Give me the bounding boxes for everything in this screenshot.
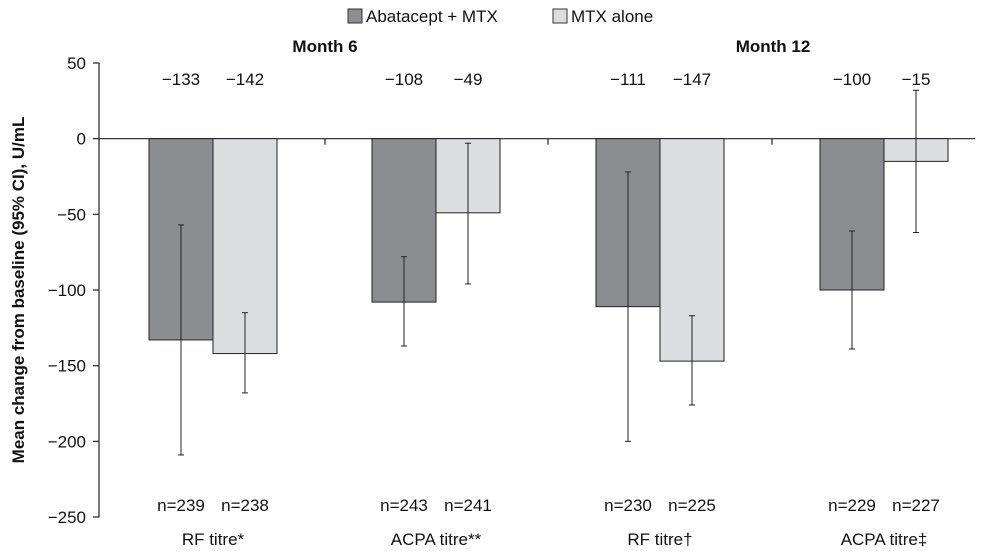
value-label: −147: [673, 70, 711, 89]
chart-marks: −133 n=239 −142 n=238 RF titre* −108 n=243 −49 n…: [148, 70, 949, 549]
n-label: n=241: [444, 496, 492, 515]
x-category-label: RF titre*: [182, 530, 245, 549]
x-category-label: ACPA titre**: [391, 530, 482, 549]
axes: 50 0 −50 −100 −150 −200 −250: [48, 54, 975, 527]
n-label: n=230: [604, 496, 652, 515]
value-label: −111: [610, 70, 646, 89]
legend-swatch-mtx: [552, 8, 568, 24]
y-axis-title: Mean change from baseline (95% CI), U/mL: [9, 117, 28, 464]
y-tick-label: −250: [48, 508, 86, 527]
n-label: n=239: [157, 496, 205, 515]
value-label: −15: [902, 70, 931, 89]
y-tick-label: 50: [67, 54, 86, 73]
n-label: n=225: [668, 496, 716, 515]
x-category-label: RF titre†: [627, 530, 692, 549]
period-label-month-6: Month 6: [292, 37, 357, 56]
y-tick-label: 0: [77, 130, 86, 149]
n-label: n=227: [892, 496, 940, 515]
y-tick-label: −150: [48, 357, 86, 376]
legend-swatch-abatacept: [347, 8, 363, 24]
value-label: −49: [454, 70, 483, 89]
y-tick-label: −200: [48, 432, 86, 451]
period-label-month-12: Month 12: [736, 37, 811, 56]
value-label: −142: [226, 70, 264, 89]
legend: Abatacept + MTX MTX alone: [347, 7, 653, 26]
value-label: −108: [385, 70, 423, 89]
value-label: −100: [833, 70, 871, 89]
legend-label-abatacept: Abatacept + MTX: [366, 7, 498, 26]
n-label: n=243: [380, 496, 428, 515]
n-label: n=238: [221, 496, 269, 515]
value-label: −133: [162, 70, 200, 89]
y-tick-label: −50: [57, 205, 86, 224]
y-tick-label: −100: [48, 281, 86, 300]
n-label: n=229: [828, 496, 876, 515]
legend-label-mtx: MTX alone: [571, 7, 653, 26]
x-category-label: ACPA titre‡: [841, 530, 928, 549]
